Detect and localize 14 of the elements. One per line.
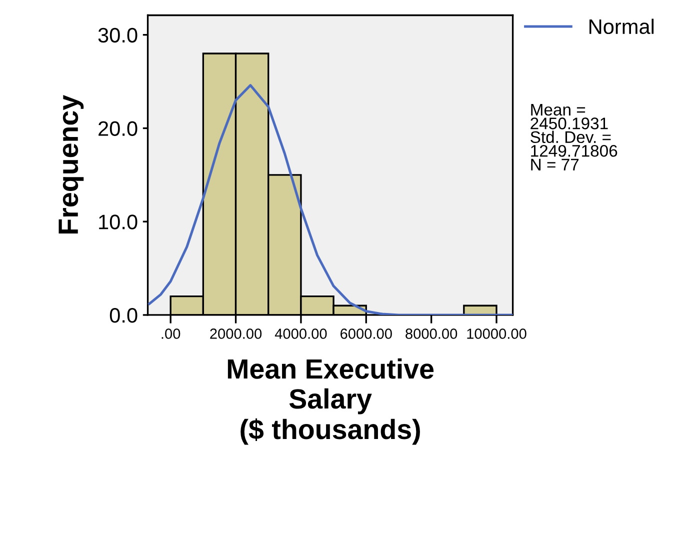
x-tick-label: 4000.00 bbox=[274, 328, 327, 339]
y-tick-label: 0.0 bbox=[110, 308, 138, 323]
text: Mean = 2450.1931 Std. Dev. = 1249.71806 N = 77 bbox=[530, 104, 618, 170]
y-tick-label: 20.0 bbox=[98, 121, 138, 136]
x-axis-title: Mean Executive Salary ($ thousands) bbox=[228, 358, 434, 445]
legend-label: Normal bbox=[590, 18, 654, 34]
y-tick-label: 10.0 bbox=[99, 214, 138, 230]
x-tick-label: 6000.00 bbox=[340, 328, 392, 339]
x-tick-label: .00 bbox=[162, 328, 180, 339]
y-tick-label: 30.0 bbox=[98, 28, 138, 43]
x-tick-label: 10000.00 bbox=[467, 328, 526, 339]
x-tick-label: 8000.00 bbox=[406, 328, 458, 339]
y-axis-title: Frequency bbox=[58, 95, 84, 234]
x-tick-label: 2000.00 bbox=[210, 328, 262, 339]
